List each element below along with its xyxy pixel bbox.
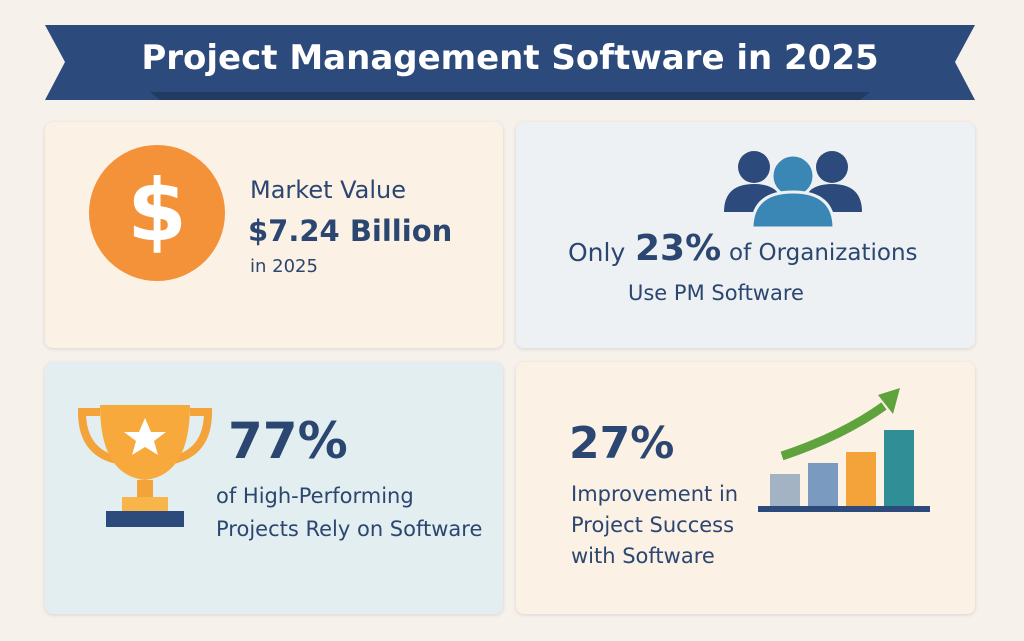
text-line: Projects Rely on Software (216, 517, 483, 541)
value: 23% (635, 228, 722, 269)
prefix: Only (568, 238, 626, 267)
text-line: with Software (571, 544, 715, 568)
label: Market Value (250, 176, 407, 204)
text-line: Improvement in (571, 482, 739, 506)
text-line: of High-Performing (216, 484, 414, 508)
value: $7.24 Billion (248, 214, 453, 248)
note: Use PM Software (628, 281, 804, 305)
growth-icon (758, 388, 930, 512)
text-line: Project Success (571, 513, 735, 537)
trophy-icon (77, 405, 213, 527)
suffix: of Organizations (729, 240, 918, 266)
value: 27% (569, 418, 675, 469)
value: 77% (228, 412, 348, 470)
svg-text:$: $ (127, 161, 187, 261)
note: in 2025 (250, 256, 318, 277)
dollar-icon: $ (89, 145, 225, 281)
people-icon (724, 151, 862, 230)
card (45, 362, 503, 614)
banner-shadow (150, 92, 870, 100)
banner (45, 25, 975, 100)
title: Project Management Software in 2025 (141, 38, 879, 78)
